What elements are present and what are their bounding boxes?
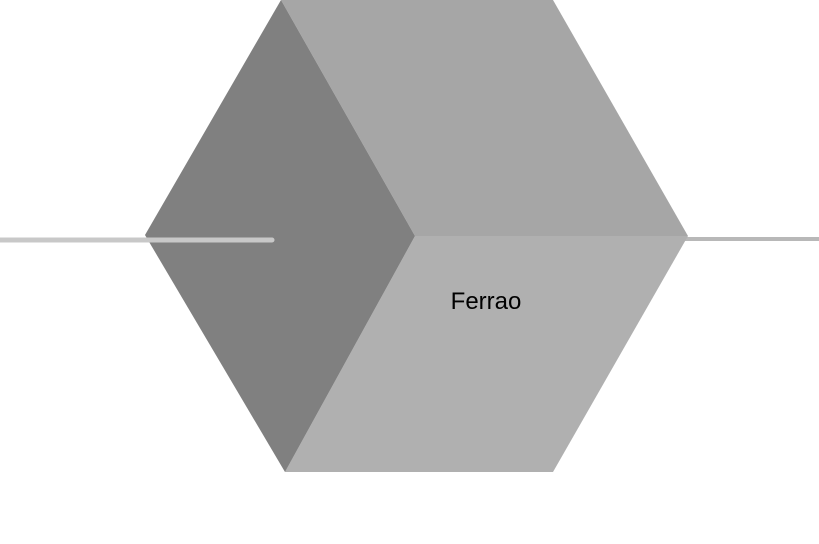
cube-left-face bbox=[145, 0, 415, 472]
cube-top-face bbox=[281, 0, 688, 236]
cube-label: Ferrao bbox=[450, 288, 522, 315]
cube-front-face bbox=[285, 236, 688, 472]
